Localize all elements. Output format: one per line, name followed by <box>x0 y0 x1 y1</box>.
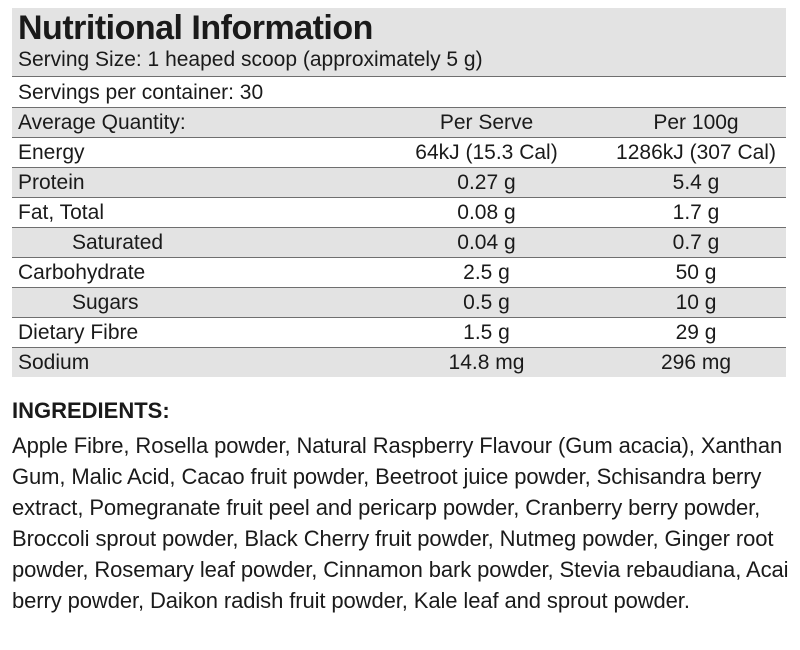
nutrient-name: Sodium <box>18 351 90 374</box>
panel-title: Nutritional Information <box>12 8 786 47</box>
table-row: Sodium 14.8 mg 296 mg <box>12 348 786 377</box>
table-row: Energy 64kJ (15.3 Cal) 1286kJ (307 Cal) <box>12 138 786 168</box>
table-header-row: Average Quantity: Per Serve Per 100g <box>12 108 786 138</box>
nutrient-name: Dietary Fibre <box>18 321 139 344</box>
nutrition-panel: Nutritional Information Serving Size: 1 … <box>12 8 786 377</box>
servings-per-container: Servings per container: 30 <box>12 77 786 108</box>
ingredients-list: Apple Fibre, Rosella powder, Natural Ras… <box>12 433 789 613</box>
table-row: Fat, Total 0.08 g 1.7 g <box>12 198 786 228</box>
per-100g-value: 296 mg <box>660 351 732 374</box>
serving-size: Serving Size: 1 heaped scoop (approximat… <box>12 46 786 77</box>
per-100g-value: 1.7 g <box>672 201 720 224</box>
ingredients-section: INGREDIENTS: Apple Fibre, Rosella powder… <box>12 398 792 616</box>
per-serve-value: 64kJ (15.3 Cal) <box>415 141 558 164</box>
per-100g-value: 0.7 g <box>672 231 720 254</box>
nutrient-name: Sugars <box>72 291 139 314</box>
per-100g-value: 29 g <box>675 321 717 344</box>
table-row: Dietary Fibre 1.5 g 29 g <box>12 318 786 348</box>
header-per-serve: Per Serve <box>439 111 534 134</box>
per-serve-value: 0.08 g <box>457 201 516 224</box>
per-100g-value: 50 g <box>675 261 717 284</box>
per-100g-value: 1286kJ (307 Cal) <box>616 141 776 164</box>
table-row: Carbohydrate 2.5 g 50 g <box>12 258 786 288</box>
ingredients-heading: INGREDIENTS: <box>12 398 170 423</box>
table-row: Protein 0.27 g 5.4 g <box>12 168 786 198</box>
per-100g-value: 5.4 g <box>672 171 720 194</box>
table-row: Saturated 0.04 g 0.7 g <box>12 228 786 258</box>
nutrient-name: Saturated <box>72 231 164 254</box>
nutrient-name: Energy <box>18 141 85 164</box>
per-serve-value: 14.8 mg <box>448 351 525 374</box>
nutrient-name: Carbohydrate <box>18 261 146 284</box>
header-per-100g: Per 100g <box>653 111 739 134</box>
nutrient-name: Fat, Total <box>18 201 104 224</box>
per-100g-value: 10 g <box>675 291 717 314</box>
per-serve-value: 1.5 g <box>463 321 510 344</box>
per-serve-value: 0.27 g <box>457 171 516 194</box>
per-serve-value: 0.5 g <box>463 291 510 314</box>
table-row: Sugars 0.5 g 10 g <box>12 288 786 318</box>
per-serve-value: 2.5 g <box>463 261 510 284</box>
per-serve-value: 0.04 g <box>457 231 516 254</box>
nutrient-name: Protein <box>18 171 85 194</box>
header-average-quantity: Average Quantity: <box>18 111 186 134</box>
